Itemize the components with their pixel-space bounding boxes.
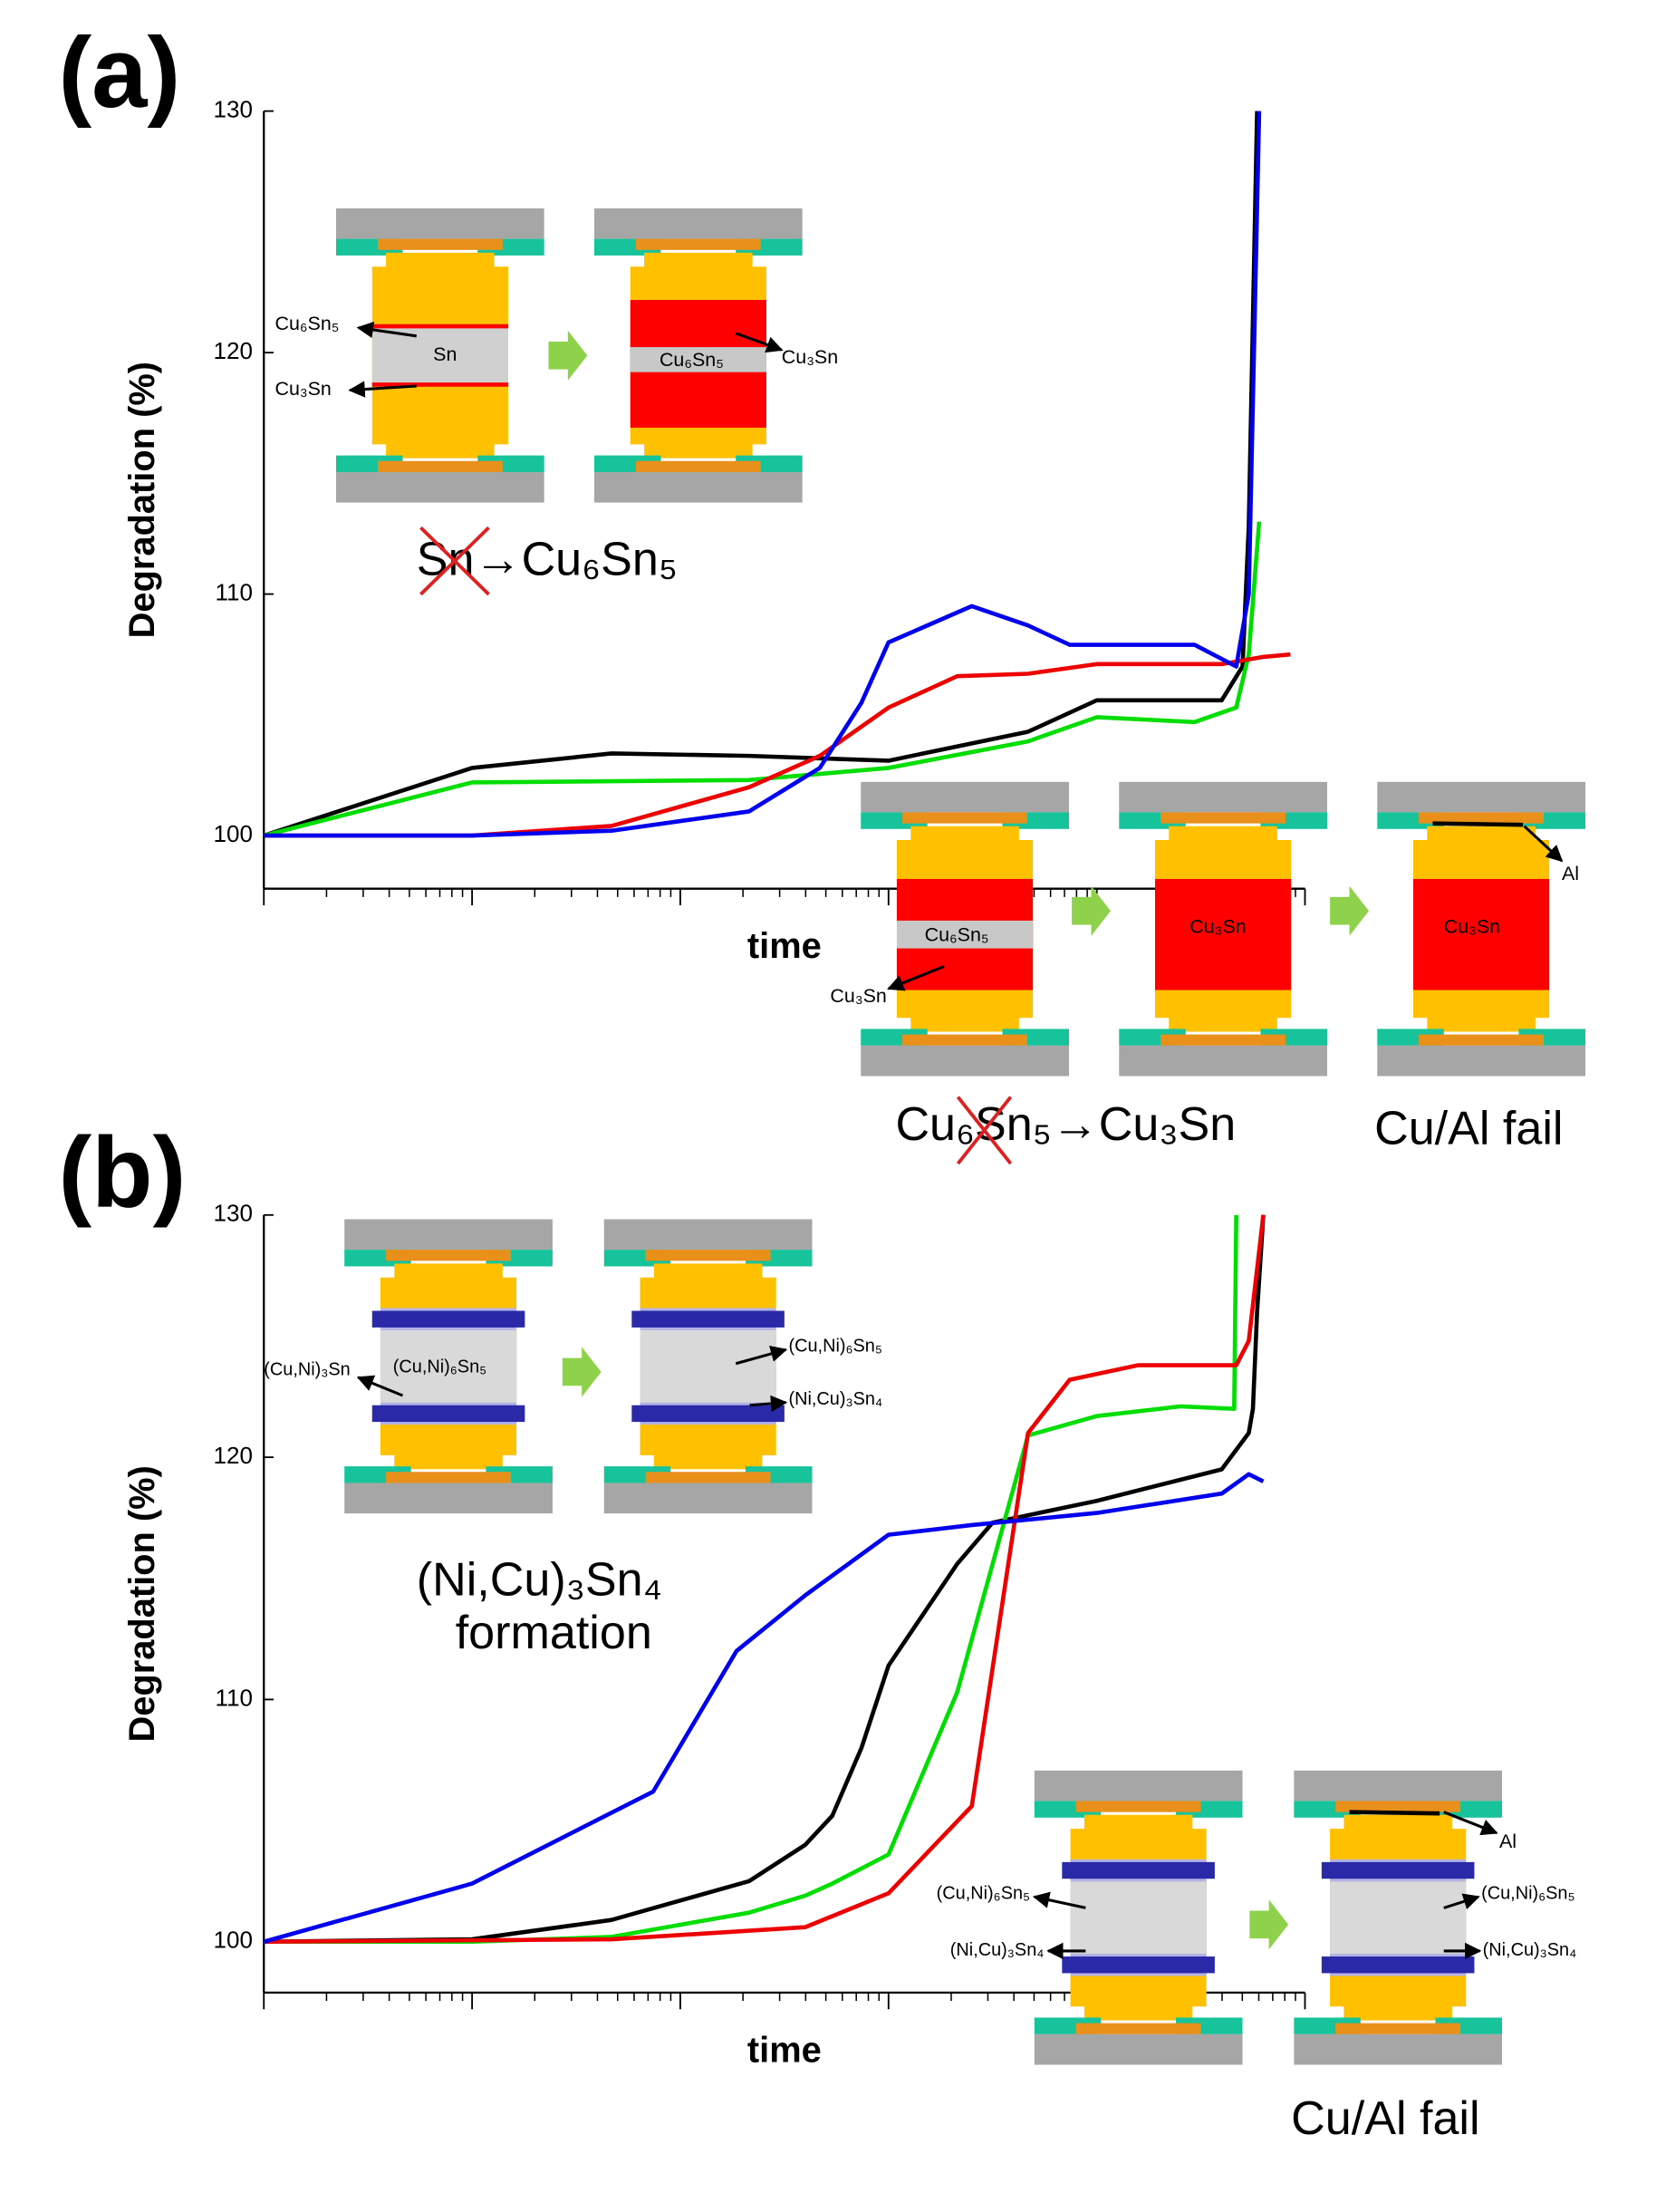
step-arrow (1330, 886, 1369, 936)
y-tick-label: 120 (214, 1442, 253, 1469)
diagram (594, 208, 803, 503)
annotation: Cu₃Sn (782, 346, 838, 368)
y-tick-label: 120 (214, 337, 253, 364)
data-line (264, 111, 1262, 838)
diagrams (336, 208, 1585, 2065)
caption: (Ni,Cu)₃Sn₄ (417, 1554, 662, 1607)
annotation: (Cu,Ni)₆Sn₅ (937, 1883, 1030, 1903)
annotation: (Ni,Cu)₃Sn₄ (1483, 1940, 1577, 1960)
annotation: (Ni,Cu)₃Sn₄ (950, 1940, 1045, 1960)
x-axis-label: time (747, 926, 822, 966)
annotation: Sn (433, 343, 457, 365)
y-axis-label: Degradation (%) (122, 1465, 162, 1742)
diagram (1294, 1771, 1502, 2065)
diagram (1119, 782, 1327, 1077)
caption: Sn→Cu₆Sn₅ (417, 533, 678, 585)
panel-label: (a) (58, 17, 180, 129)
annotation: Cu₃Sn (830, 985, 886, 1007)
data-line (264, 1214, 1266, 1945)
annotations: Cu₆Sn₅ Sn Cu₃Sn Cu₆Sn₅ Cu₃Sn Sn→Cu₆Sn₅ C… (264, 313, 1579, 2145)
caption: Cu₆Sn₅→Cu₃Sn (895, 1098, 1236, 1151)
annotation: Cu₆Sn₅ (275, 313, 340, 334)
annotation: Cu₃Sn (1444, 915, 1500, 937)
step-arrow (1072, 886, 1111, 936)
caption: Cu/Al fail (1374, 1103, 1563, 1155)
annotation: (Cu,Ni)₆Sn₅ (393, 1357, 486, 1377)
x-axis-label: time (747, 2030, 822, 2070)
annotation: (Cu,Ni)₆Sn₅ (788, 1337, 881, 1357)
y-tick-label: 110 (215, 578, 253, 605)
data-line (264, 1214, 1238, 1945)
data-line (263, 1472, 1265, 1944)
step-arrow (563, 1347, 602, 1396)
annotation: (Ni,Cu)₃Sn₄ (788, 1389, 882, 1409)
plots: (a) Degradation (%) time 100 110 120 130 (b) Deg… (58, 17, 1306, 2070)
panel-label: (b) (58, 1117, 186, 1229)
y-tick-label: 100 (214, 820, 253, 847)
diagram (336, 208, 544, 503)
y-tick-label: 130 (214, 95, 253, 122)
annotation: (Cu,Ni)₃Sn (264, 1360, 350, 1380)
y-tick-label: 110 (215, 1684, 253, 1711)
annotation: Cu₆Sn₅ (660, 349, 724, 371)
diagram (604, 1219, 813, 1513)
step-arrow (1249, 1899, 1288, 1949)
y-axis-label: Degradation (%) (122, 362, 162, 638)
annotation: Al (1562, 863, 1579, 884)
diagram (861, 782, 1069, 1077)
y-tick-label: 100 (214, 1927, 253, 1954)
caption: Cu/Al fail (1291, 2092, 1479, 2145)
annotation: Cu₆Sn₅ (925, 923, 989, 945)
diagram (1035, 1771, 1243, 2065)
annotation: Cu₃Sn (1189, 915, 1246, 937)
annotation: (Cu,Ni)₆Sn₅ (1481, 1883, 1575, 1903)
data-line (263, 521, 1262, 838)
diagram (1377, 782, 1585, 1077)
annotation: Al (1499, 1830, 1517, 1852)
annotation: Cu₃Sn (275, 378, 332, 400)
data-line (264, 1214, 1266, 1945)
step-arrow (548, 331, 587, 381)
y-tick-label: 130 (214, 1200, 253, 1227)
caption: formation (456, 1607, 652, 1659)
